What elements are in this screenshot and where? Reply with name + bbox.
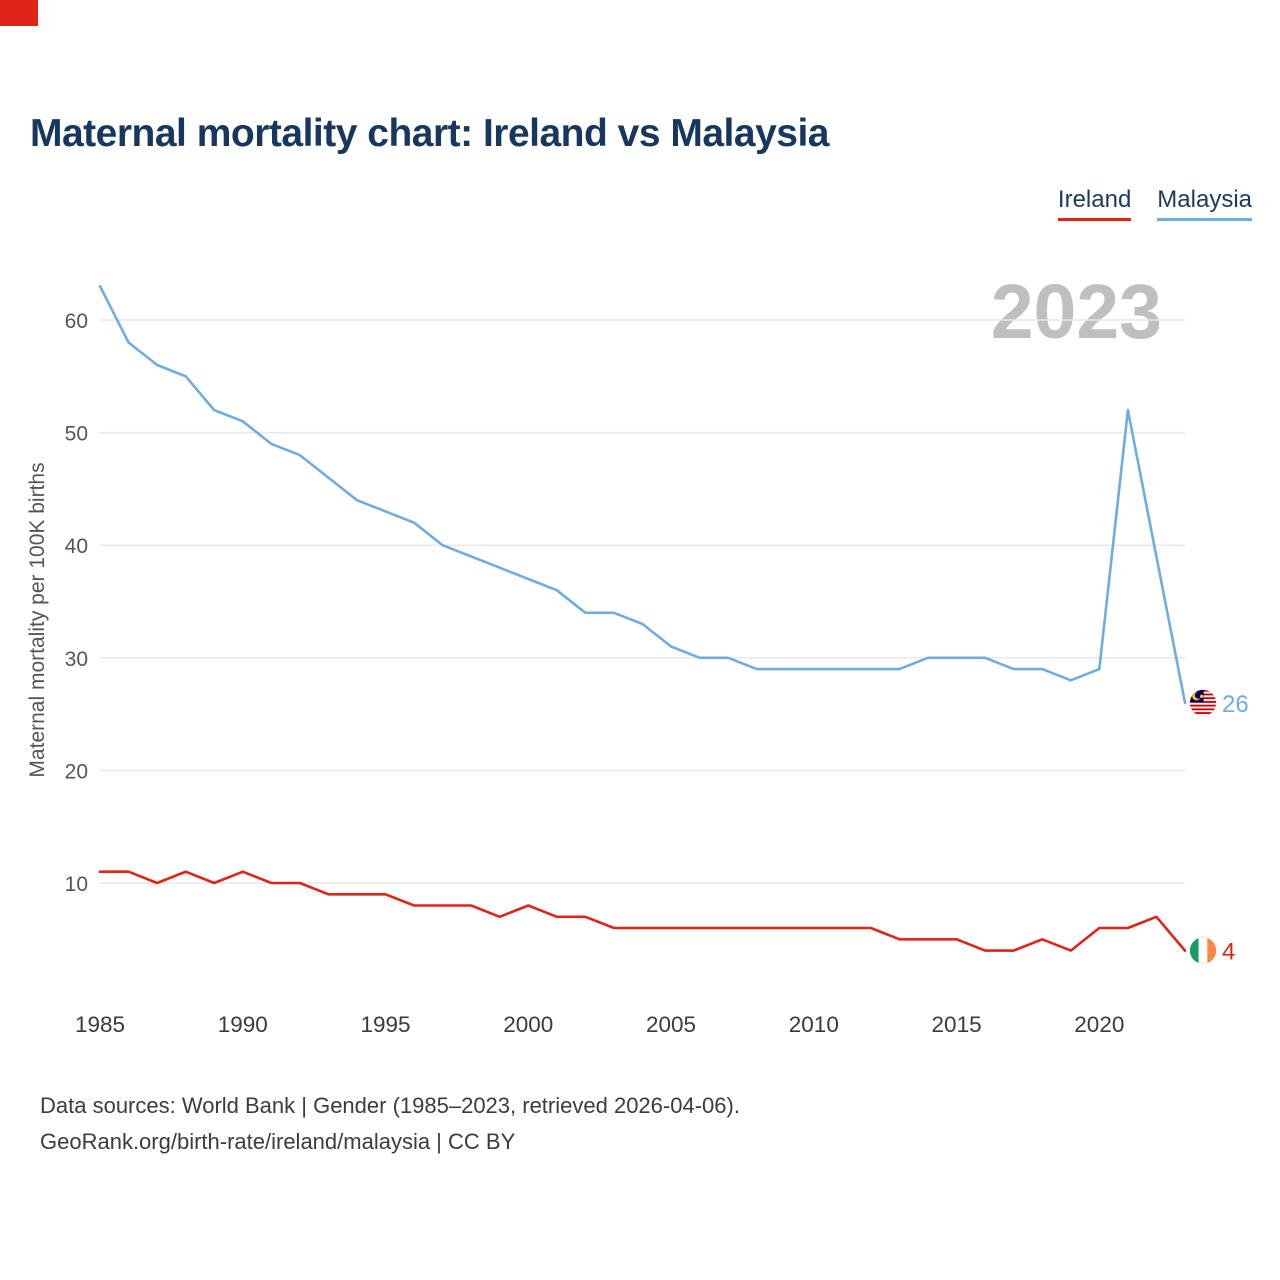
y-axis-label: Maternal mortality per 100K births	[26, 462, 49, 777]
y-tick-label: 30	[65, 648, 88, 671]
plot-area: 10 20 30 40 50 60 1985 1990 1995 2000 2005 2010 2015…	[65, 284, 1249, 1037]
source-line-2: GeoRank.org/birth-rate/ireland/malaysia …	[40, 1129, 516, 1154]
y-tick-label: 40	[65, 535, 88, 558]
y-tick-label: 50	[65, 423, 88, 446]
x-tick-label: 1995	[360, 1012, 410, 1037]
line-malaysia	[98, 284, 1187, 705]
x-tick-label: 2015	[932, 1012, 982, 1037]
x-tick-label: 1985	[75, 1012, 125, 1037]
malaysia-flag-icon	[1190, 689, 1216, 716]
ireland-flag-icon	[1190, 937, 1216, 964]
chart-title: Maternal mortality chart: Ireland vs Mal…	[30, 112, 829, 155]
end-label-ireland: 4	[1222, 939, 1235, 966]
x-tick-label: 1990	[218, 1012, 268, 1037]
legend-item-ireland[interactable]: Ireland	[1057, 186, 1132, 221]
corner-red-mark	[0, 0, 38, 26]
legend: Ireland Malaysia	[1057, 186, 1252, 221]
data-source-note: Data sources: World Bank | Gender (1985–…	[40, 1088, 740, 1160]
x-tick-label: 2005	[646, 1012, 696, 1037]
y-tick-label: 60	[65, 310, 88, 333]
year-watermark: 2023	[990, 269, 1162, 355]
legend-item-malaysia[interactable]: Malaysia	[1157, 186, 1252, 221]
end-label-malaysia: 26	[1222, 691, 1249, 718]
line-ireland	[98, 870, 1187, 952]
x-tick-label: 2020	[1074, 1012, 1124, 1037]
y-tick-label: 10	[65, 873, 88, 896]
y-tick-label: 20	[65, 760, 88, 783]
source-line-1: Data sources: World Bank | Gender (1985–…	[40, 1093, 740, 1118]
x-tick-label: 2010	[789, 1012, 839, 1037]
x-tick-label: 2000	[503, 1012, 553, 1037]
